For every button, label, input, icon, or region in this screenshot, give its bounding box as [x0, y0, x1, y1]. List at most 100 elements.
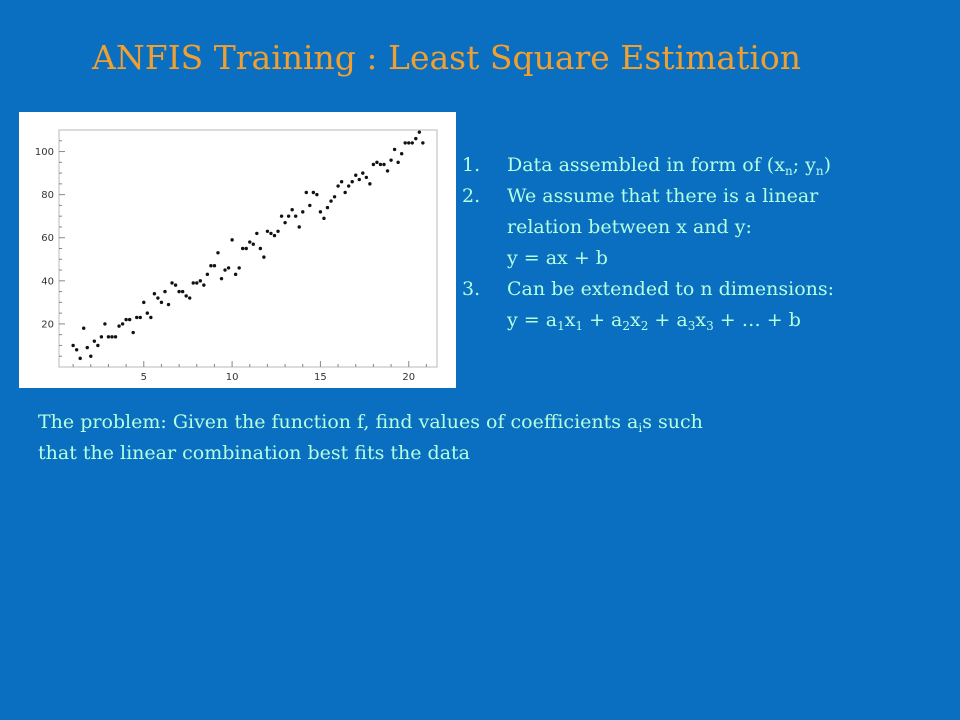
data-point: [301, 210, 305, 214]
data-point: [375, 160, 379, 165]
data-point: [382, 162, 386, 167]
data-point: [414, 136, 418, 141]
data-point: [131, 330, 135, 335]
data-point: [308, 203, 312, 208]
data-point: [113, 335, 118, 339]
data-point: [202, 283, 206, 287]
data-point: [315, 192, 319, 197]
data-point: [297, 225, 301, 229]
equation-part: + a: [583, 309, 623, 331]
list-item-1-text: Data assembled in form of (xn; yn): [507, 150, 952, 181]
data-point: [135, 315, 139, 320]
data-point: [407, 141, 411, 145]
data-point: [223, 268, 227, 272]
problem-text-part: s such: [642, 411, 703, 433]
data-point: [180, 289, 185, 294]
data-point: [209, 264, 213, 268]
data-point: [262, 255, 266, 259]
list-item-1-text-part: ; y: [792, 154, 816, 176]
data-point: [117, 324, 121, 328]
equation-part: x: [630, 309, 641, 331]
data-point: [248, 240, 252, 244]
data-point: [361, 171, 365, 175]
subscript-n: n: [815, 164, 824, 178]
data-point: [290, 208, 294, 212]
data-point: [127, 317, 132, 322]
y-tick-label: 100: [35, 147, 54, 158]
data-point: [166, 302, 171, 307]
subscript-i: i: [638, 421, 643, 435]
data-point: [212, 264, 217, 268]
x-tick-label: 20: [402, 372, 415, 383]
data-point: [410, 141, 414, 145]
x-tick-label: 15: [314, 372, 327, 383]
data-point: [329, 199, 333, 203]
data-point: [378, 162, 383, 167]
data-point: [269, 231, 273, 236]
data-point: [272, 233, 277, 238]
subscript: 2: [640, 319, 649, 333]
list-item-1-number: 1.: [462, 154, 481, 176]
data-point: [283, 220, 287, 225]
data-point: [110, 335, 114, 339]
data-point: [286, 214, 291, 218]
data-point: [392, 147, 397, 152]
data-point: [78, 356, 82, 361]
data-point: [230, 238, 234, 242]
subscript-n: n: [784, 164, 793, 178]
data-point: [96, 343, 100, 348]
data-point: [251, 242, 255, 246]
list-item-3-number: 3.: [462, 278, 481, 300]
problem-line-2: that the linear combination best fits th…: [38, 442, 470, 464]
data-point: [343, 190, 347, 195]
y-tick-label: 20: [41, 319, 54, 330]
data-point: [198, 279, 203, 283]
equation-part: y = a: [507, 309, 558, 331]
list-item-3: 3. Can be extended to n dimensions: y = …: [462, 274, 952, 336]
data-point: [149, 315, 153, 320]
data-point: [156, 296, 160, 300]
y-tick-label: 60: [41, 233, 54, 244]
equation-part: + … + b: [713, 309, 801, 331]
data-point: [103, 322, 107, 326]
data-point: [399, 152, 404, 156]
list-item-1: 1. Data assembled in form of (xn; yn): [462, 150, 952, 181]
data-point: [421, 141, 425, 145]
subscript: 3: [706, 319, 714, 333]
data-point: [255, 231, 259, 236]
data-point: [82, 326, 86, 330]
list-item-2-equation: y = ax + b: [507, 247, 608, 269]
x-tick-label: 5: [141, 372, 147, 383]
data-point: [142, 300, 146, 305]
list-item-3-equation: y = a1x1 + a2x2 + a3x3 + … + b: [507, 305, 952, 336]
data-point: [163, 289, 167, 294]
data-point: [159, 300, 164, 305]
data-point: [120, 322, 125, 326]
data-point: [354, 173, 358, 177]
data-point: [191, 281, 195, 285]
data-point: [233, 272, 238, 277]
problem-line-1: The problem: Given the function f, find …: [38, 407, 938, 438]
data-point: [74, 348, 79, 352]
data-point: [371, 162, 376, 167]
data-point: [138, 315, 142, 320]
list-item-2-line-1: We assume that there is a linear: [507, 185, 819, 207]
data-point: [279, 214, 284, 218]
data-point: [385, 169, 390, 173]
list-item-2-number: 2.: [462, 185, 481, 207]
data-point: [368, 182, 372, 186]
equation-part: + a: [648, 309, 688, 331]
data-point: [389, 158, 393, 162]
equation-part: x: [564, 309, 576, 331]
data-point: [99, 335, 104, 339]
list-item-2-line-2: relation between x and y:: [507, 216, 752, 238]
data-point: [339, 180, 344, 184]
equation-part: x: [695, 309, 707, 331]
subscript: 2: [622, 319, 631, 333]
data-point: [311, 190, 316, 195]
scatter-chart: 5 10 15 20 20 40 60 80 100: [19, 112, 456, 388]
data-point: [293, 214, 298, 218]
data-point: [364, 175, 369, 180]
data-point: [332, 195, 337, 199]
problem-statement: The problem: Given the function f, find …: [38, 407, 938, 469]
